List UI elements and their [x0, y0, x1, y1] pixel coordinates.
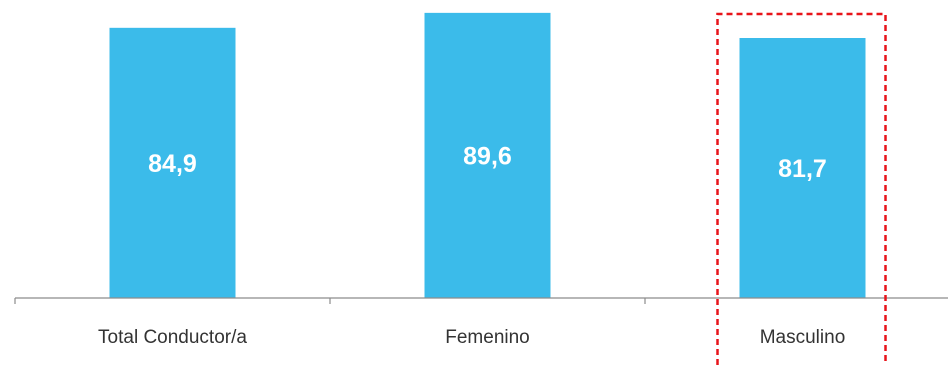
x-tick-label-femenino: Femenino	[445, 327, 530, 348]
highlight-layer	[716, 12, 887, 365]
bar-total-conductor-a	[109, 27, 236, 299]
bar-femenino	[424, 12, 551, 299]
labels-layer: 84,9 Total Conductor/a 89,6 Femenino 81,7 Mas…	[98, 142, 845, 348]
x-tick-label-masculino: Masculino	[760, 327, 846, 348]
data-label-femenino: 89,6	[463, 142, 512, 170]
data-label-total-conductor-a: 84,9	[148, 150, 197, 178]
data-label-masculino: 81,7	[778, 155, 827, 183]
highlight-box-masculino	[716, 12, 887, 365]
x-tick-label-total-conductor-a: Total Conductor/a	[98, 327, 247, 348]
x-axis	[14, 297, 948, 304]
bars-layer	[109, 12, 866, 299]
bar-masculino	[739, 38, 866, 298]
